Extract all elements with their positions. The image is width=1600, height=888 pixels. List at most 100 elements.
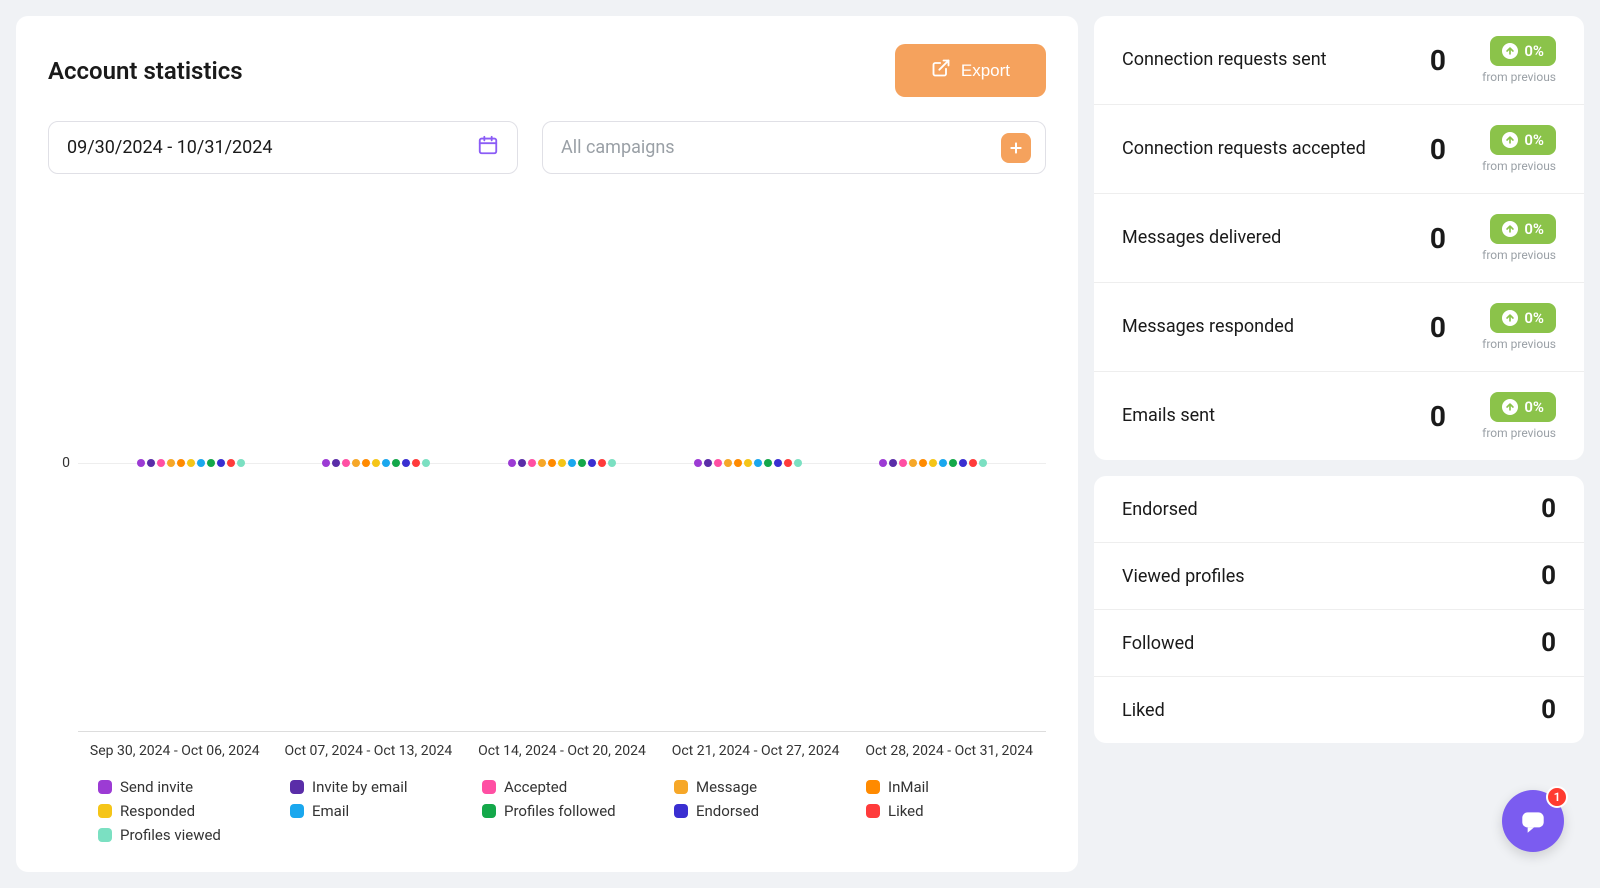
from-previous-label: from previous — [1482, 426, 1556, 440]
metric-value: 0 — [1541, 494, 1556, 524]
chart-dot — [177, 459, 185, 467]
chart-dot — [187, 459, 195, 467]
from-previous-label: from previous — [1482, 337, 1556, 351]
legend-item[interactable]: Responded — [98, 802, 278, 820]
legend-item[interactable]: Send invite — [98, 778, 278, 796]
chart-dot — [909, 459, 917, 467]
chat-icon — [1518, 806, 1548, 836]
legend-item[interactable]: InMail — [866, 778, 1046, 796]
legend-label: InMail — [888, 778, 929, 796]
metrics-top-card: Connection requests sent00%from previous… — [1094, 16, 1584, 460]
chart-dot — [217, 459, 225, 467]
metric-value: 0 — [1541, 695, 1556, 725]
right-panel: Connection requests sent00%from previous… — [1094, 16, 1584, 872]
x-axis-label: Oct 28, 2024 - Oct 31, 2024 — [864, 742, 1034, 760]
pct-value: 0% — [1524, 398, 1544, 416]
chart-dot — [578, 459, 586, 467]
legend-item[interactable]: Message — [674, 778, 854, 796]
chart-dot — [197, 459, 205, 467]
legend-item[interactable]: Invite by email — [290, 778, 470, 796]
dot-group — [694, 459, 802, 467]
legend-label: Send invite — [120, 778, 193, 796]
date-range-value: 09/30/2024 - 10/31/2024 — [67, 137, 272, 158]
legend-item[interactable]: Endorsed — [674, 802, 854, 820]
chart-dot — [598, 459, 606, 467]
chart-area: 0 Sep 30, 2024 - Oct 06, 2024 Oct 07, 202… — [48, 194, 1046, 844]
chart-dot — [764, 459, 772, 467]
from-previous-label: from previous — [1482, 70, 1556, 84]
legend-swatch — [674, 804, 688, 818]
chart-dot — [919, 459, 927, 467]
chat-fab[interactable]: 1 — [1502, 790, 1564, 852]
legend-label: Endorsed — [696, 802, 759, 820]
chart-dot — [167, 459, 175, 467]
legend-swatch — [674, 780, 688, 794]
x-axis-label: Sep 30, 2024 - Oct 06, 2024 — [90, 742, 260, 760]
x-axis-label: Oct 14, 2024 - Oct 20, 2024 — [477, 742, 647, 760]
legend-swatch — [866, 804, 880, 818]
chart-dot — [979, 459, 987, 467]
chart-dot — [724, 459, 732, 467]
metric-badge-wrap: 0%from previous — [1460, 214, 1556, 262]
dot-group — [508, 459, 616, 467]
legend-swatch — [866, 780, 880, 794]
legend-item[interactable]: Profiles followed — [482, 802, 662, 820]
metric-value: 0 — [1430, 44, 1446, 77]
x-axis-labels: Sep 30, 2024 - Oct 06, 2024 Oct 07, 2024 … — [48, 742, 1046, 760]
chart-dot — [147, 459, 155, 467]
date-range-input[interactable]: 09/30/2024 - 10/31/2024 — [48, 121, 518, 174]
metric-badge-wrap: 0% from previous — [1460, 392, 1556, 440]
from-previous-label: from previous — [1482, 159, 1556, 173]
legend-swatch — [98, 780, 112, 794]
chart-dot — [879, 459, 887, 467]
metric-value: 0 — [1430, 400, 1446, 433]
metric-badge-wrap: 0%from previous — [1460, 125, 1556, 173]
legend-label: Responded — [120, 802, 195, 820]
chart-dot — [889, 459, 897, 467]
chart-dot — [694, 459, 702, 467]
metric-label: Endorsed — [1122, 499, 1198, 520]
chart-dot — [588, 459, 596, 467]
metric-value: 0 — [1541, 628, 1556, 658]
add-campaign-button[interactable] — [1001, 133, 1031, 163]
pct-value: 0% — [1524, 42, 1544, 60]
chart-dot — [157, 459, 165, 467]
legend-item[interactable]: Liked — [866, 802, 1046, 820]
metric-value: 0 — [1430, 133, 1446, 166]
chat-badge: 1 — [1546, 786, 1568, 808]
metric-row: Emails sent00%from previous — [1094, 372, 1584, 460]
pct-badge: 0% — [1490, 214, 1556, 244]
export-button-label: Export — [961, 61, 1010, 81]
chart-dot — [528, 459, 536, 467]
calendar-icon — [477, 134, 499, 161]
pct-value: 0% — [1524, 309, 1544, 327]
pct-badge: 0% — [1490, 303, 1556, 333]
dot-group — [137, 459, 245, 467]
metric-row: Endorsed 0 — [1094, 476, 1584, 543]
metric-badge-wrap: 0% from previous — [1460, 303, 1556, 351]
metric-row: Viewed profiles0 — [1094, 543, 1584, 610]
metric-label: Connection requests sent — [1122, 48, 1430, 71]
legend-item[interactable]: Email — [290, 802, 470, 820]
x-axis-label: Oct 07, 2024 - Oct 13, 2024 — [283, 742, 453, 760]
chart-legend: Send invite Invite by email Accepted Messag… — [48, 778, 1046, 844]
metric-value: 0 — [1430, 311, 1446, 344]
metrics-bottom-card: Endorsed0Viewed profiles0Followed0Liked0 — [1094, 476, 1584, 743]
chart-dot — [548, 459, 556, 467]
chart-dot — [518, 459, 526, 467]
legend-label: Accepted — [504, 778, 567, 796]
chart-dot — [969, 459, 977, 467]
legend-item[interactable]: Profiles viewed — [98, 826, 278, 844]
chart-dot — [412, 459, 420, 467]
legend-swatch — [482, 780, 496, 794]
chart-dot — [784, 459, 792, 467]
campaign-select[interactable]: All campaigns — [542, 121, 1046, 174]
export-button[interactable]: Export — [895, 44, 1046, 97]
legend-item[interactable]: Accepted — [482, 778, 662, 796]
chart-dot — [362, 459, 370, 467]
legend-swatch — [290, 804, 304, 818]
y-axis-label: 0 — [48, 194, 78, 732]
chart-dot — [332, 459, 340, 467]
metric-label: Messages responded — [1122, 315, 1430, 338]
metric-row: Messages responded0 0% from previous — [1094, 283, 1584, 372]
